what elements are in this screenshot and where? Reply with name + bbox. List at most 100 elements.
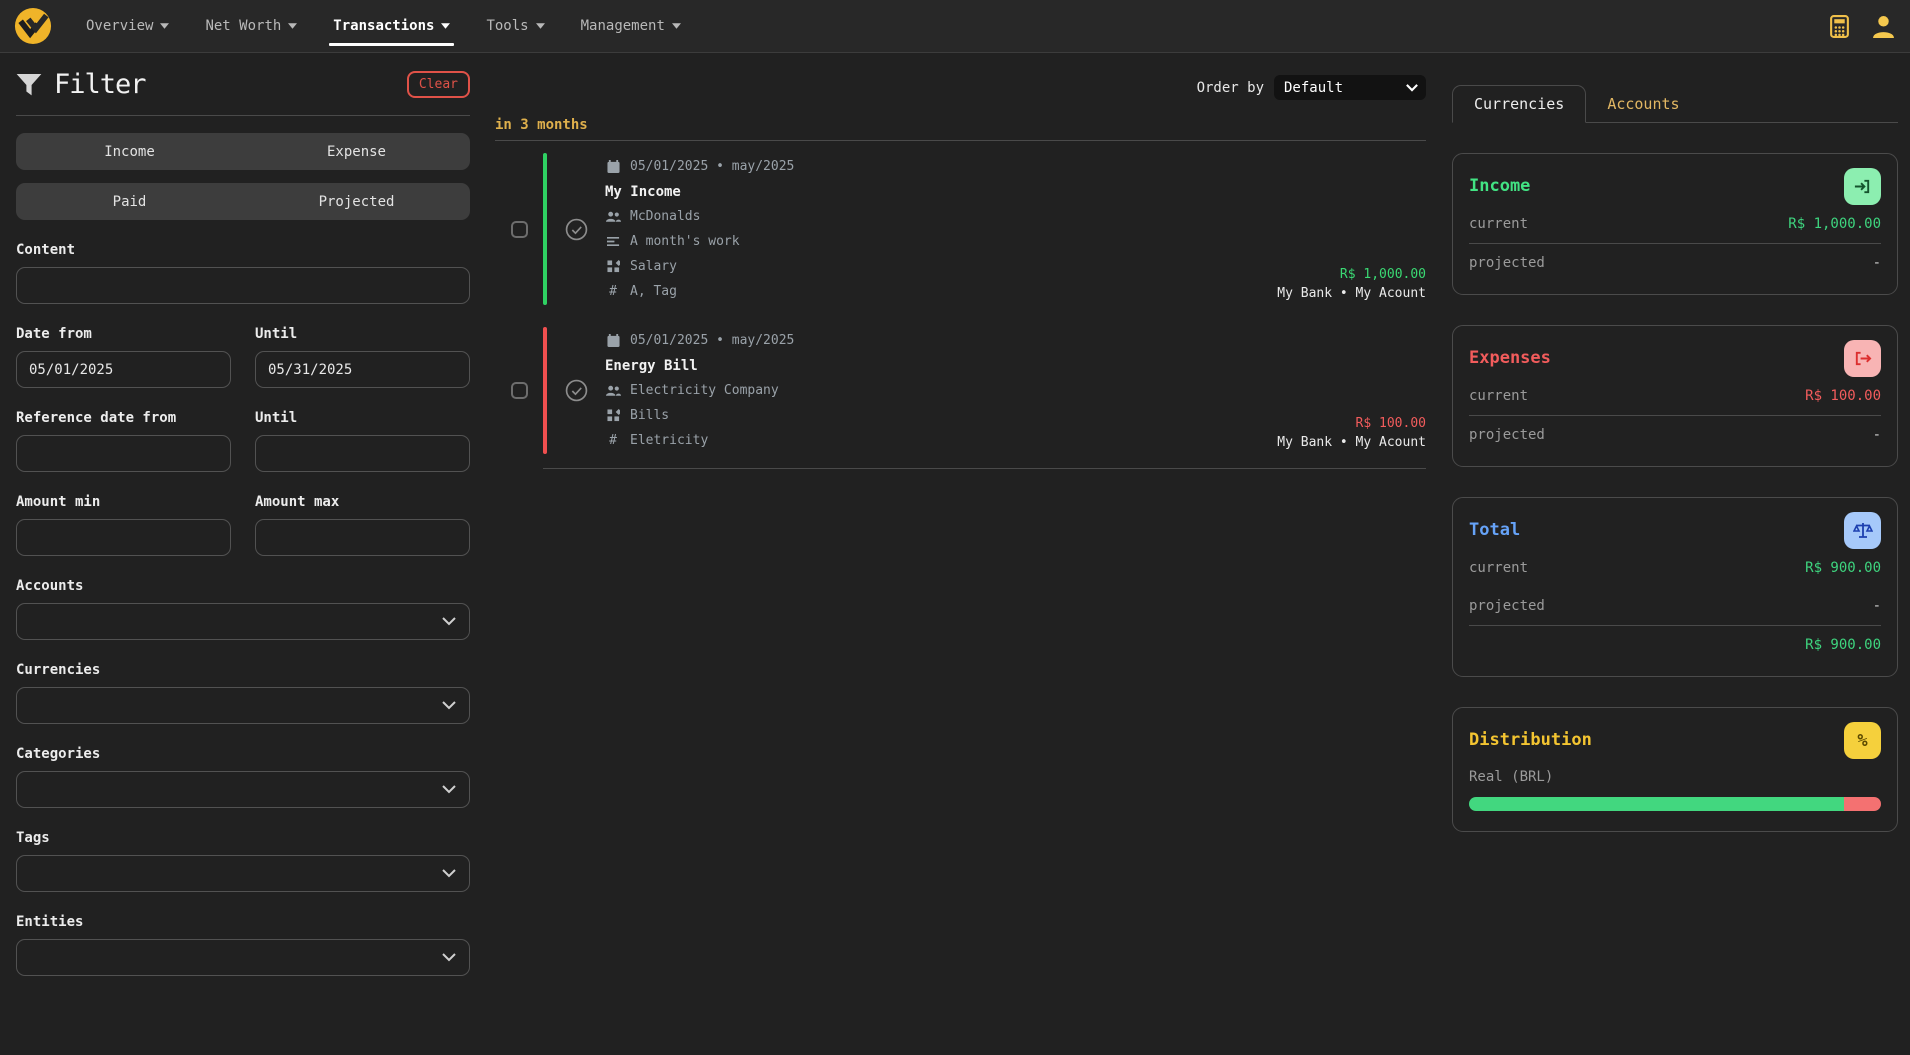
total-current-value: R$ 900.00 [1805,560,1881,576]
calculator-icon[interactable] [1826,13,1852,39]
distribution-bar [1469,797,1881,811]
transaction-description-row: A month's work [605,231,1277,252]
clear-filter-button[interactable]: Clear [406,71,470,98]
paid-check-circle-icon[interactable] [565,218,588,241]
paid-check-circle-icon[interactable] [565,379,588,402]
chevron-down-icon [535,23,545,29]
categories-select[interactable] [16,771,470,808]
distribution-card-title: Distribution [1469,730,1592,750]
percent-icon[interactable]: % [1844,722,1881,759]
filter-funnel-icon [16,73,42,95]
hash-icon: # [609,284,617,299]
projected-toggle-option[interactable]: Projected [318,193,395,210]
balance-scales-icon[interactable] [1844,512,1881,549]
reference-date-until-input[interactable] [255,435,470,472]
income-projected-value: - [1872,255,1881,271]
currencies-select[interactable] [16,687,470,724]
filter-panel: Filter Clear Income Expense Paid Project… [0,53,490,1055]
entities-label: Entities [16,914,84,930]
user-profile-icon[interactable] [1870,13,1896,39]
total-current-row: current R$ 900.00 [1469,549,1881,587]
entities-select[interactable] [16,939,470,976]
chevron-down-icon [442,869,456,878]
amount-min-label: Amount min [16,494,101,510]
transaction-category-row: Bills [605,405,1277,426]
transaction-entity: McDonalds [630,209,701,224]
transaction-category: Salary [630,259,677,274]
income-card-title: Income [1469,176,1531,196]
transaction-amount: R$ 100.00 [1355,416,1426,431]
accounts-select[interactable] [16,603,470,640]
amount-min-input[interactable] [16,519,231,556]
amount-max-input[interactable] [255,519,470,556]
transaction-row-expense[interactable]: 05/01/2025 • may/2025 Energy Bill Electr… [495,327,1426,454]
category-icon [605,260,621,273]
income-toggle-option[interactable]: Income [104,143,155,160]
description-lines-icon [605,236,621,247]
transaction-description: A month's work [630,234,740,249]
transaction-tags: Eletricity [630,433,709,448]
nav-item-transactions[interactable]: Transactions [319,0,464,52]
app-logo-icon[interactable] [14,7,52,45]
divider [16,115,470,116]
categories-label: Categories [16,746,101,762]
expense-toggle-option[interactable]: Expense [326,143,386,160]
nav-item-net-worth[interactable]: Net Worth [191,0,311,52]
income-expense-toggle: Income Expense [16,133,470,170]
content-input[interactable] [16,267,470,304]
transaction-checkbox[interactable] [510,382,528,399]
order-by-select[interactable]: Default [1274,75,1426,100]
expenses-arrow-out-icon[interactable] [1844,340,1881,377]
expense-indicator-bar [543,327,547,454]
transaction-entity-row: Electricity Company [605,380,1277,401]
total-sum-value: R$ 900.00 [1805,637,1881,653]
distribution-bar-income [1469,797,1844,811]
nav-item-label: Transactions [333,18,435,34]
chevron-down-icon [442,785,456,794]
filter-title: Filter [54,69,147,100]
tab-accounts[interactable]: Accounts [1607,95,1680,113]
nav-item-management[interactable]: Management [567,0,695,52]
tab-currencies[interactable]: Currencies [1452,85,1587,123]
transaction-account: My Bank • My Acount [1277,286,1426,301]
transaction-row-income[interactable]: 05/01/2025 • may/2025 My Income McDonald… [495,153,1426,305]
transaction-checkbox[interactable] [510,220,528,238]
nav-item-overview[interactable]: Overview [72,0,183,52]
income-indicator-bar [543,153,547,305]
transaction-title: My Income [605,183,681,200]
reference-date-from-input[interactable] [16,435,231,472]
transaction-entity: Electricity Company [630,383,779,398]
reference-date-until-label: Until [255,410,298,426]
transaction-tags-row: # Eletricity [605,430,1277,451]
transaction-date-row: 05/01/2025 • may/2025 [605,330,1277,351]
date-until-input[interactable] [255,351,470,388]
income-projected-row: projected - [1469,244,1881,282]
transaction-date: 05/01/2025 • may/2025 [630,159,795,174]
distribution-currency-label: Real (BRL) [1469,769,1554,785]
nav-item-label: Net Worth [205,18,282,34]
transaction-entity-row: McDonalds [605,206,1277,227]
expenses-card: Expenses current R$ 100.00 projected - [1452,325,1898,467]
transaction-tags: A, Tag [630,284,677,299]
tags-label: Tags [16,830,50,846]
chevron-down-icon [1406,84,1418,92]
projected-label: projected [1469,598,1545,614]
chevron-down-icon [288,23,298,29]
transaction-date: 05/01/2025 • may/2025 [630,333,795,348]
nav-item-tools[interactable]: Tools [472,0,558,52]
expenses-card-title: Expenses [1469,348,1551,368]
expenses-current-value: R$ 100.00 [1805,388,1881,404]
summary-panel: Currencies Accounts Income current R$ 1,… [1452,53,1910,1055]
nav-item-label: Overview [86,18,154,34]
paid-toggle-option[interactable]: Paid [112,193,147,210]
main-nav: Overview Net Worth Transactions Tools Ma… [72,0,695,52]
income-arrow-in-icon[interactable] [1844,168,1881,205]
total-card-title: Total [1469,520,1521,540]
total-projected-row: projected - [1469,587,1881,626]
date-from-input[interactable] [16,351,231,388]
current-label: current [1469,560,1529,576]
paid-projected-toggle: Paid Projected [16,183,470,220]
tags-select[interactable] [16,855,470,892]
navbar: Overview Net Worth Transactions Tools Ma… [0,0,1910,53]
chevron-down-icon [442,617,456,626]
